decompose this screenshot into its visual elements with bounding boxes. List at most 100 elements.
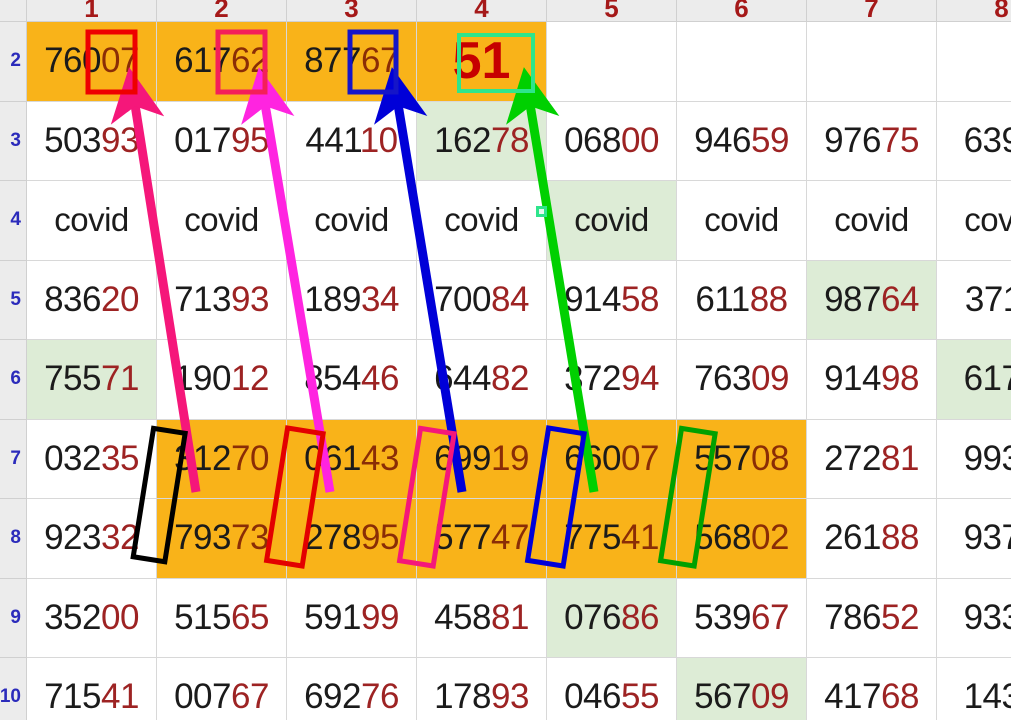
grid-cell[interactable]: 94659	[676, 100, 807, 181]
column-header-3[interactable]: 3	[286, 0, 417, 22]
column-header-4[interactable]: 4	[416, 0, 547, 22]
grid-cell[interactable]: 35200	[26, 577, 157, 658]
grid-cell[interactable]: 18934	[286, 259, 417, 340]
grid-cell[interactable]: covid	[936, 180, 1011, 261]
grid-cell[interactable]: 44110	[286, 100, 417, 181]
row-header-5[interactable]: 5	[0, 259, 27, 340]
grid-cell[interactable]: 70084	[416, 259, 547, 340]
column-header-8[interactable]: 8	[936, 0, 1011, 22]
grid-cell[interactable]: 57747	[416, 498, 547, 579]
column-header-1[interactable]: 1	[26, 0, 157, 22]
grid-cell[interactable]: 66007	[546, 418, 677, 499]
grid-cell[interactable]: 56802	[676, 498, 807, 579]
grid-cell[interactable]: 59199	[286, 577, 417, 658]
row-header-6[interactable]: 6	[0, 339, 27, 420]
grid-cell[interactable]: covid	[676, 180, 807, 261]
cell-value-head: 793	[174, 518, 231, 558]
grid-cell[interactable]: 37294	[546, 339, 677, 420]
grid-cell[interactable]: 56709	[676, 657, 807, 720]
row-header-4[interactable]: 4	[0, 180, 27, 261]
grid-cell[interactable]: 78652	[806, 577, 937, 658]
column-header-7[interactable]: 7	[806, 0, 937, 22]
grid-cell[interactable]: 07686	[546, 577, 677, 658]
cell-value-tail: 68	[880, 677, 919, 717]
grid-cell[interactable]: 69919	[416, 418, 547, 499]
grid-cell[interactable]: 91498	[806, 339, 937, 420]
row-header-7[interactable]: 7	[0, 418, 27, 499]
grid-cell[interactable]: 71541	[26, 657, 157, 720]
grid-cell[interactable]: 3711	[936, 259, 1011, 340]
grid-cell[interactable]: 61762	[156, 21, 287, 102]
grid-cell[interactable]: 71393	[156, 259, 287, 340]
grid-cell[interactable]: 17893	[416, 657, 547, 720]
grid-cell[interactable]: covid	[286, 180, 417, 261]
grid-cell[interactable]: 6176	[936, 339, 1011, 420]
cell-value-head: 372	[564, 359, 621, 399]
grid-cell[interactable]: 64482	[416, 339, 547, 420]
grid-cell[interactable]: 98764	[806, 259, 937, 340]
grid-cell[interactable]: 61188	[676, 259, 807, 340]
row-header-2[interactable]: 2	[0, 21, 27, 102]
grid-cell[interactable]	[676, 21, 807, 102]
grid-cell[interactable]: 75571	[26, 339, 157, 420]
grid-cell[interactable]: 16278	[416, 100, 547, 181]
grid-cell[interactable]: 06800	[546, 100, 677, 181]
cell-value-head: 976	[824, 120, 881, 160]
row-header-3[interactable]: 3	[0, 100, 27, 181]
grid-cell[interactable]: 19012	[156, 339, 287, 420]
grid-cell[interactable]: 85446	[286, 339, 417, 420]
grid-cell[interactable]: 55708	[676, 418, 807, 499]
column-header-5[interactable]: 5	[546, 0, 677, 22]
grid-cell[interactable]	[546, 21, 677, 102]
grid-cell[interactable]: 9379	[936, 498, 1011, 579]
cell-value-tail: 58	[620, 279, 659, 319]
grid-cell[interactable]	[936, 21, 1011, 102]
grid-cell[interactable]: covid	[546, 180, 677, 261]
grid-cell[interactable]: 83620	[26, 259, 157, 340]
grid-cell[interactable]: 53967	[676, 577, 807, 658]
grid-cell[interactable]: 03235	[26, 418, 157, 499]
grid-cell[interactable]: covid	[156, 180, 287, 261]
grid-cell[interactable]: 9332	[936, 577, 1011, 658]
cell-value-tail: 47	[490, 518, 529, 558]
row-header-8[interactable]: 8	[0, 498, 27, 579]
grid-cell[interactable]: 27895	[286, 498, 417, 579]
grid-cell[interactable]: 51565	[156, 577, 287, 658]
grid-cell[interactable]: 6390	[936, 100, 1011, 181]
grid-cell[interactable]: 1431	[936, 657, 1011, 720]
grid-cell[interactable]: 92332	[26, 498, 157, 579]
column-header-6[interactable]: 6	[676, 0, 807, 22]
grid-cell[interactable]: 27281	[806, 418, 937, 499]
cell-value-head: 557	[694, 438, 751, 478]
grid-cell[interactable]: 04655	[546, 657, 677, 720]
grid-cell[interactable]: 76309	[676, 339, 807, 420]
grid-cell[interactable]: 01795	[156, 100, 287, 181]
grid-cell[interactable]: 06143	[286, 418, 417, 499]
row-header-10[interactable]: 10	[0, 657, 27, 720]
grid-cell[interactable]: 91458	[546, 259, 677, 340]
grid-cell[interactable]: 45881	[416, 577, 547, 658]
row-header-9[interactable]: 9	[0, 577, 27, 658]
grid-cell[interactable]: covid	[416, 180, 547, 261]
cell-value-tail: 34	[360, 279, 399, 319]
grid-cell[interactable]: 77541	[546, 498, 677, 579]
column-header-2[interactable]: 2	[156, 0, 287, 22]
grid-cell[interactable]: 00767	[156, 657, 287, 720]
grid-cell[interactable]: covid	[26, 180, 157, 261]
grid-cell[interactable]: 26188	[806, 498, 937, 579]
grid-cell[interactable]: 97675	[806, 100, 937, 181]
grid-cell[interactable]: 79373	[156, 498, 287, 579]
grid-corner-box[interactable]	[0, 0, 27, 22]
grid-cell[interactable]: 31270	[156, 418, 287, 499]
grid-cell[interactable]: covid	[806, 180, 937, 261]
cell-value-head: covid	[444, 201, 519, 239]
grid-cell[interactable]: 41768	[806, 657, 937, 720]
grid-cell[interactable]: 50393	[26, 100, 157, 181]
grid-cell[interactable]: 51	[416, 21, 547, 102]
grid-cell[interactable]: 69276	[286, 657, 417, 720]
grid-cell[interactable]: 9934	[936, 418, 1011, 499]
grid-cell[interactable]: 76007	[26, 21, 157, 102]
grid-cell[interactable]: 87767	[286, 21, 417, 102]
grid-cell[interactable]	[806, 21, 937, 102]
